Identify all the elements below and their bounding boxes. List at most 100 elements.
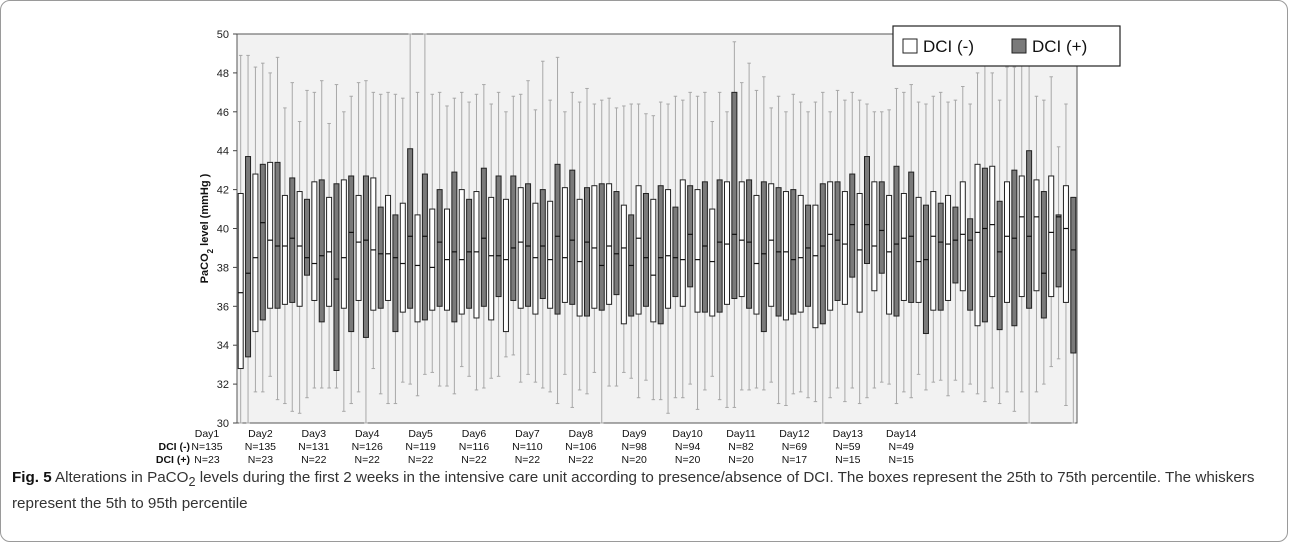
x-day-label: Day13 (833, 428, 864, 440)
box-dci-pos (775, 95, 782, 405)
box-dci-pos (259, 62, 266, 393)
box-iqr (922, 204, 929, 335)
x-n-dci-neg: N=59 (835, 441, 861, 453)
y-tick-label: 48 (217, 68, 229, 80)
box-dci-neg (812, 101, 819, 403)
caption-text-2: levels during the first 2 weeks in the i… (12, 469, 1255, 513)
box-iqr (893, 165, 900, 317)
box-dci-neg (886, 109, 893, 385)
box-iqr (782, 191, 789, 321)
x-n-dci-neg: N=119 (405, 441, 436, 453)
legend-swatch-dci-neg (902, 38, 918, 54)
box-iqr (738, 181, 745, 298)
box-dci-pos (539, 60, 546, 389)
box-iqr (569, 169, 576, 305)
box-iqr (797, 194, 804, 313)
x-n-dci-neg: N=131 (298, 441, 329, 453)
box-iqr (952, 206, 959, 284)
figure-label: Fig. 5 (12, 469, 52, 486)
box-iqr (274, 161, 281, 309)
box-dci-pos (790, 93, 797, 395)
y-axis-label: PaCO2 level (mmHg ) (199, 173, 215, 283)
box-iqr (635, 185, 642, 315)
x-day-label: Day3 (302, 428, 327, 440)
box-dci-pos (952, 99, 959, 381)
box-dci-neg (385, 91, 392, 405)
box-iqr (473, 191, 480, 319)
box-dci-pos (908, 84, 915, 399)
box-iqr (701, 181, 708, 313)
y-tick-label: 36 (217, 301, 229, 313)
box-iqr (657, 185, 664, 325)
box-dci-neg (753, 89, 760, 389)
box-dci-neg (473, 93, 480, 391)
box-dci-neg (989, 72, 996, 389)
box-iqr (466, 198, 473, 309)
x-day-label: Day11 (726, 428, 756, 440)
box-iqr (856, 192, 863, 313)
box-dci-neg (296, 121, 303, 414)
box-dci-neg (1062, 103, 1069, 406)
box-dci-neg (974, 72, 981, 395)
box-dci-pos (981, 62, 988, 403)
box-iqr (731, 91, 738, 300)
box-iqr (480, 167, 487, 307)
box-dci-pos (922, 103, 929, 391)
box-iqr (915, 196, 922, 303)
x-n-dci-neg: N=106 (565, 441, 596, 453)
box-dci-pos (289, 82, 296, 412)
box-dci-neg (1003, 66, 1011, 393)
box-dci-neg (665, 103, 672, 414)
box-iqr (1026, 150, 1033, 309)
box-dci-neg (414, 91, 421, 397)
box-dci-pos (377, 93, 384, 395)
x-n-dci-pos: N=22 (301, 454, 327, 465)
x-n-dci-neg: N=126 (352, 441, 383, 453)
x-n-dci-pos: N=22 (354, 454, 380, 465)
box-iqr (436, 189, 443, 307)
box-dci-pos (245, 54, 252, 424)
box-dci-pos (834, 89, 841, 389)
box-dci-pos (274, 56, 281, 401)
box-iqr (576, 198, 583, 317)
x-n-dci-neg: N=110 (512, 441, 543, 453)
legend-label-dci-pos: DCI (+) (1032, 37, 1087, 56)
box-iqr (502, 198, 509, 333)
box-iqr (362, 175, 369, 338)
box-iqr (812, 204, 819, 329)
box-iqr (539, 189, 546, 300)
box-dci-neg (502, 111, 509, 358)
box-dci-neg (841, 99, 848, 403)
box-iqr (878, 181, 885, 274)
box-iqr (303, 198, 311, 276)
box-dci-pos (849, 91, 856, 389)
box-dci-neg (709, 121, 716, 377)
box-iqr (900, 192, 907, 301)
x-day-label: Day6 (462, 428, 487, 440)
box-iqr (296, 191, 303, 307)
box-iqr (348, 175, 355, 333)
caption-text-1: Alterations in PaCO (51, 469, 189, 486)
box-iqr (687, 185, 694, 288)
box-dci-neg (871, 111, 878, 389)
box-dci-neg (856, 99, 863, 405)
x-n-dci-neg: N=94 (675, 441, 701, 453)
y-tick-label: 30 (217, 418, 229, 430)
y-axis: 30 32 34 36 38 40 42 44 46 48 50 (217, 29, 237, 430)
x-day-label: Day5 (408, 428, 433, 440)
box-dci-neg (252, 66, 259, 393)
box-iqr (613, 191, 620, 296)
box-dci-pos (657, 101, 664, 401)
box-dci-neg (606, 97, 613, 387)
box-dci-pos (495, 91, 502, 377)
y-tick-label: 38 (217, 262, 229, 274)
x-n-dci-pos: N=23 (194, 454, 220, 465)
box-iqr (716, 179, 723, 313)
box-dci-neg (267, 72, 274, 377)
box-dci-pos (731, 41, 738, 408)
box-dci-pos (407, 33, 414, 385)
box-iqr (1048, 175, 1055, 298)
box-iqr (340, 179, 347, 309)
box-dci-pos (392, 93, 399, 405)
x-n-dci-neg: N=135 (191, 441, 222, 453)
